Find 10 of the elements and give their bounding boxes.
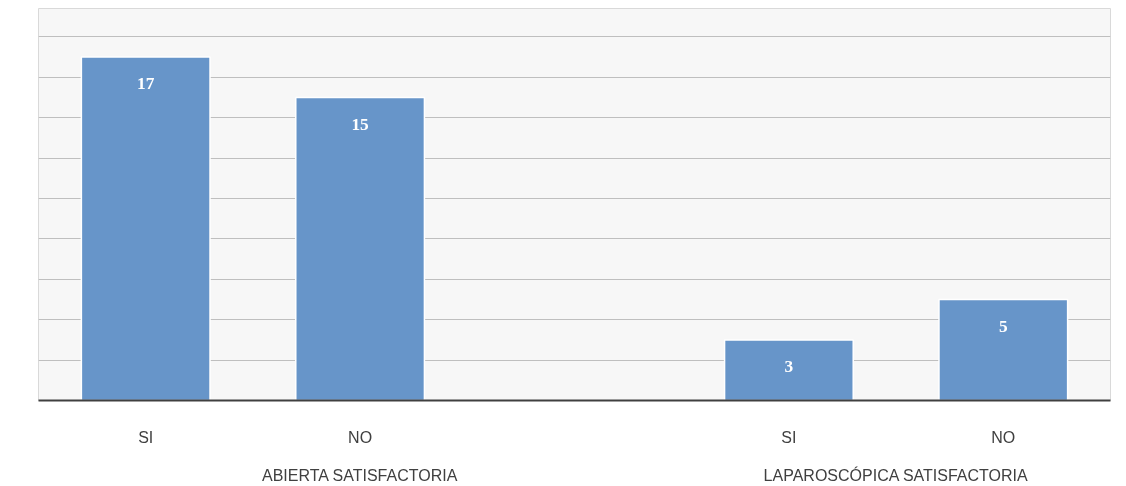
data-label: 15 [351,114,370,134]
x-tick-label: SI [781,428,797,446]
x-tick-label: SI [138,428,154,446]
x-tick-label: NO [348,428,373,446]
data-label: 3 [784,357,794,377]
data-label: 5 [998,316,1008,336]
x-tick-label: NO [991,428,1016,446]
data-label: 17 [137,74,155,94]
text: LAPAROSCÓPICA SATISFACTORIA [763,465,1029,484]
text: ABIERTA SATISFACTORIA [262,466,458,484]
